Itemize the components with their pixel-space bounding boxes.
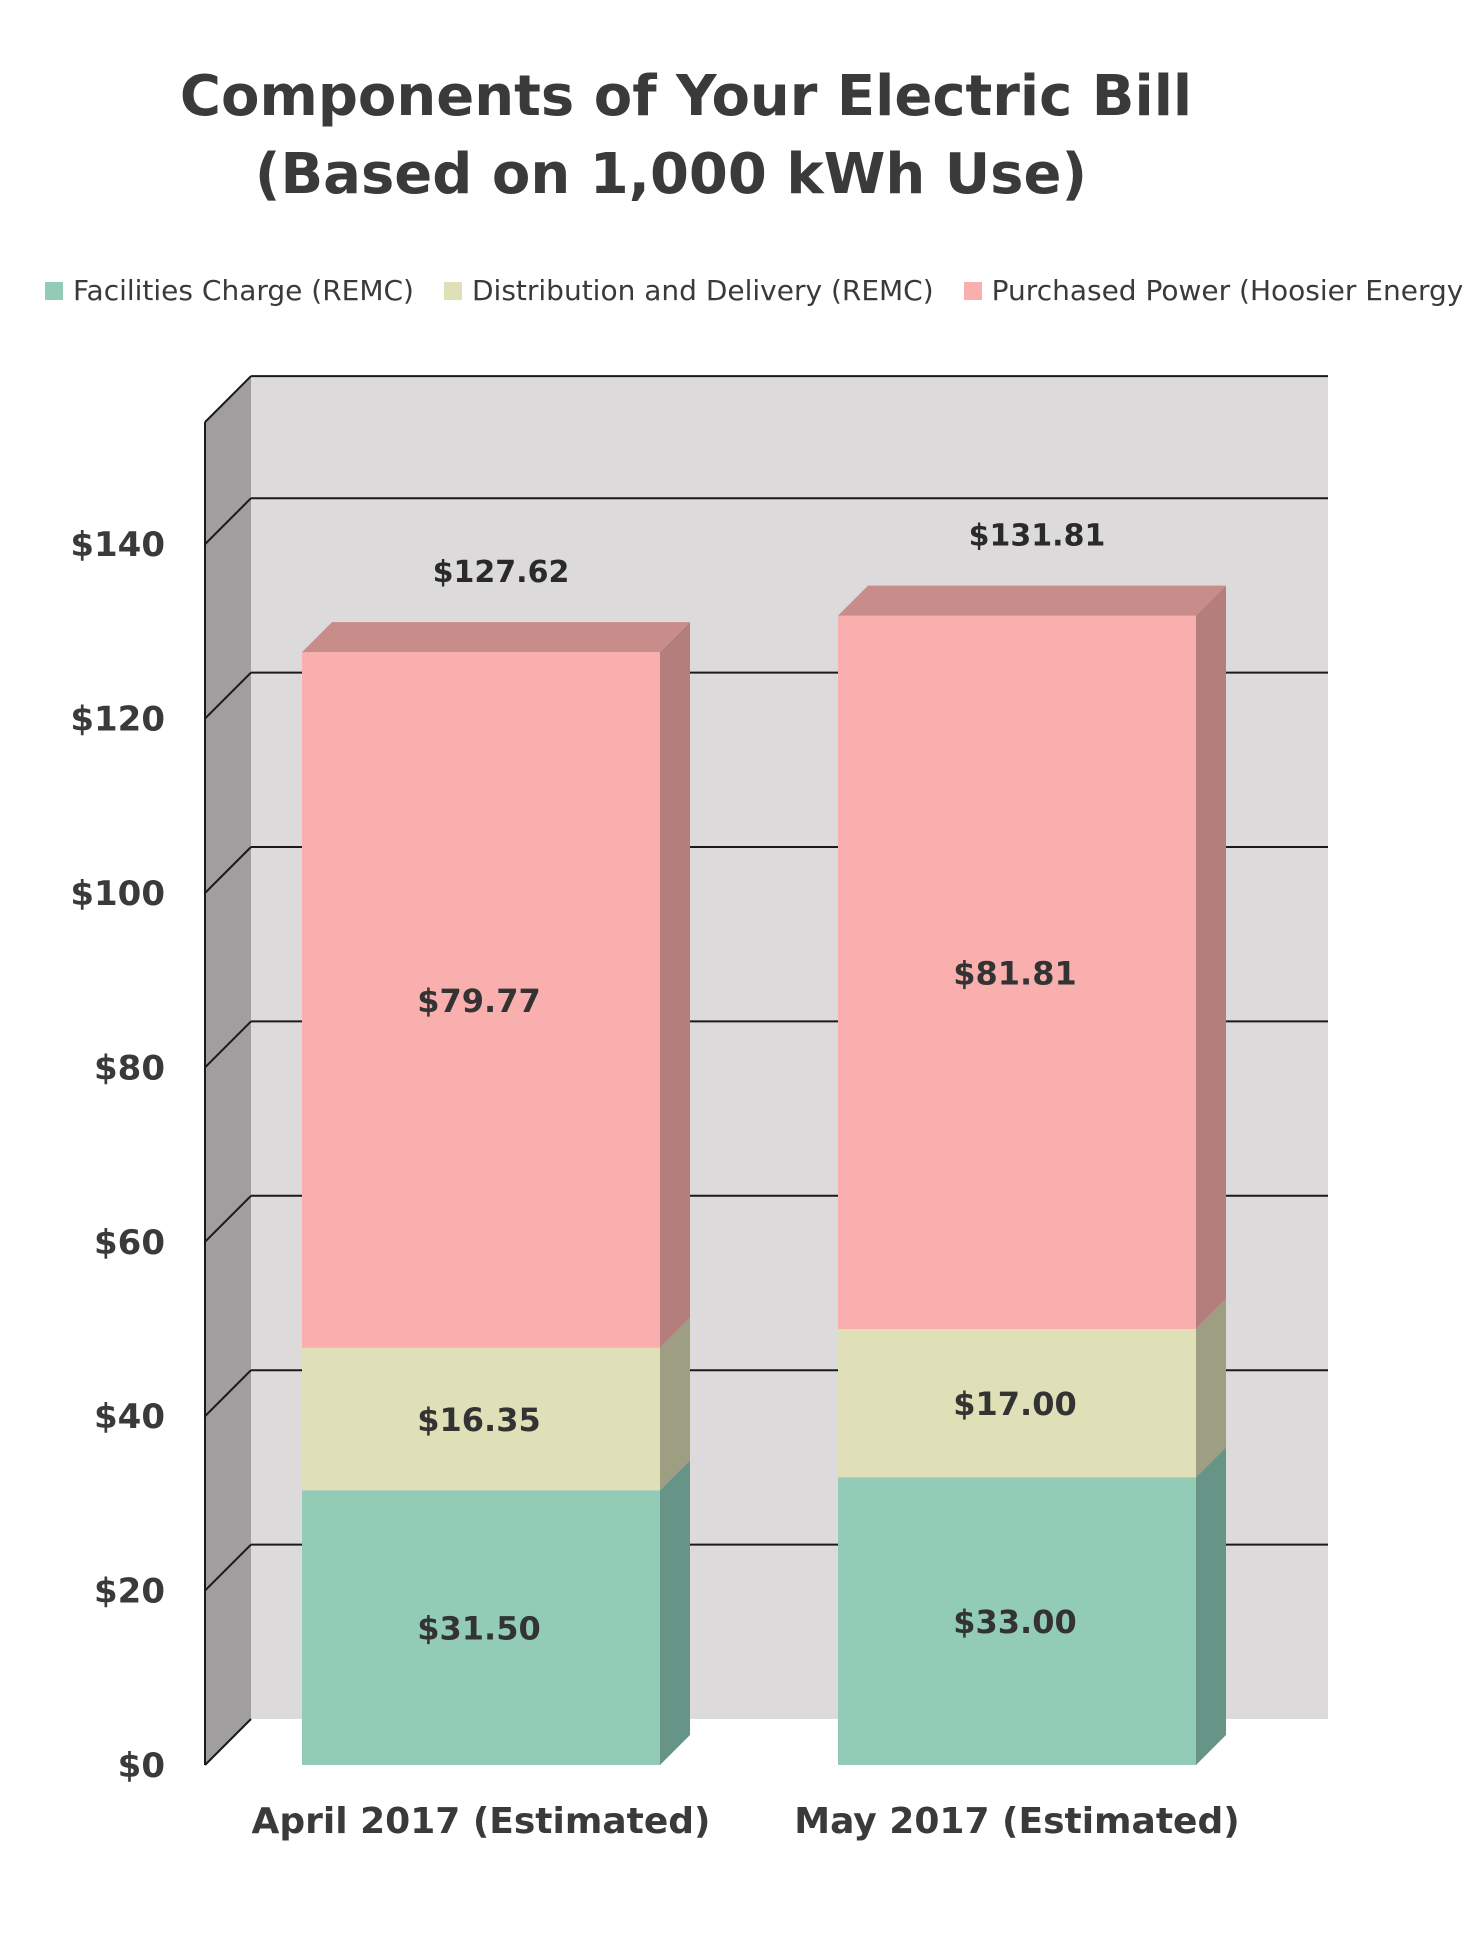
legend-item-distribution: Distribution and Delivery (REMC) xyxy=(443,274,934,307)
legend-label-facilities: Facilities Charge (REMC) xyxy=(73,274,414,307)
bar-distribution xyxy=(302,1347,660,1491)
data-label-purchased-power: $79.77 xyxy=(417,982,540,1020)
side-gridline xyxy=(204,1543,252,1592)
data-label-purchased-power: $81.81 xyxy=(953,954,1076,992)
total-label: $127.62 xyxy=(433,555,570,590)
data-label-facilities: $33.00 xyxy=(953,1603,1076,1641)
bar-purchased-power xyxy=(838,615,1196,1329)
side-gridline xyxy=(204,671,252,720)
y-tick-label: $100 xyxy=(70,874,165,914)
y-tick-label: $140 xyxy=(70,525,165,565)
side-gridline xyxy=(204,1195,252,1243)
legend-item-purchased-power: Purchased Power (Hoosier Energy) xyxy=(963,274,1462,307)
x-category-label: May 2017 (Estimated) xyxy=(794,1801,1239,1842)
side-gridline xyxy=(204,497,252,545)
legend-label-distribution: Distribution and Delivery (REMC) xyxy=(471,274,934,307)
bar-facilities xyxy=(838,1477,1196,1765)
bar-side-facilities xyxy=(660,1460,690,1765)
data-label-distribution: $16.35 xyxy=(417,1401,540,1439)
bar-side-distribution xyxy=(1196,1299,1226,1478)
chart-title-line-2: (Based on 1,000 kWh Use) xyxy=(254,142,1088,207)
total-label: $131.81 xyxy=(969,519,1106,554)
data-label-facilities: $31.50 xyxy=(417,1610,540,1648)
chart-side-wall xyxy=(205,376,251,1765)
y-tick-label: $120 xyxy=(70,700,165,740)
side-gridline xyxy=(204,846,252,894)
bar-side-distribution xyxy=(660,1317,690,1491)
side-gridline xyxy=(204,1369,252,1417)
legend-swatch-distribution xyxy=(443,281,462,300)
chart-legend: Facilities Charge (REMC) Distribution an… xyxy=(45,274,1462,307)
side-gridline xyxy=(204,1718,252,1766)
y-tick-label: $40 xyxy=(94,1397,165,1437)
legend-item-facilities: Facilities Charge (REMC) xyxy=(45,274,414,307)
y-tick-label: $80 xyxy=(94,1048,165,1088)
y-tick-label: $0 xyxy=(118,1746,165,1786)
bar-distribution xyxy=(838,1329,1196,1478)
bar-top-face xyxy=(302,622,690,653)
bar-purchased-power xyxy=(302,652,660,1348)
y-tick-label: $60 xyxy=(94,1223,165,1263)
bar-side-purchased-power xyxy=(660,622,690,1348)
x-category-label: April 2017 (Estimated) xyxy=(252,1801,711,1842)
bar-top-face xyxy=(838,585,1226,616)
bar-side-facilities xyxy=(1196,1447,1226,1765)
side-gridline xyxy=(204,1020,252,1069)
chart-title: Components of Your Electric Bill (Based … xyxy=(0,58,1462,214)
chart-title-line-1: Components of Your Electric Bill xyxy=(179,64,1193,129)
legend-swatch-purchased-power xyxy=(963,281,982,300)
data-label-distribution: $17.00 xyxy=(953,1385,1076,1423)
y-tick-label: $20 xyxy=(94,1572,165,1612)
bar-side-purchased-power xyxy=(1196,585,1226,1329)
legend-label-purchased-power: Purchased Power (Hoosier Energy) xyxy=(991,274,1462,307)
bar-facilities xyxy=(302,1490,660,1765)
legend-swatch-facilities xyxy=(45,281,63,300)
side-wall-top-edge xyxy=(204,375,252,423)
